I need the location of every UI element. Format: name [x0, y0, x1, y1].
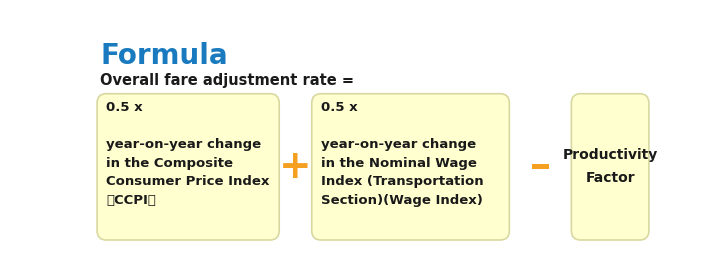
Text: +: +	[279, 148, 312, 186]
Text: Productivity
Factor: Productivity Factor	[563, 149, 658, 185]
Text: Formula: Formula	[100, 42, 228, 70]
Text: 0.5 x

year-on-year change
in the Nominal Wage
Index (Transportation
Section)(Wa: 0.5 x year-on-year change in the Nominal…	[321, 101, 483, 207]
Text: 0.5 x

year-on-year change
in the Composite
Consumer Price Index
（CCPI）: 0.5 x year-on-year change in the Composi…	[106, 101, 270, 207]
Text: Overall fare adjustment rate =: Overall fare adjustment rate =	[100, 73, 354, 88]
FancyBboxPatch shape	[312, 94, 510, 240]
FancyBboxPatch shape	[97, 94, 279, 240]
FancyBboxPatch shape	[571, 94, 649, 240]
FancyBboxPatch shape	[532, 164, 549, 169]
